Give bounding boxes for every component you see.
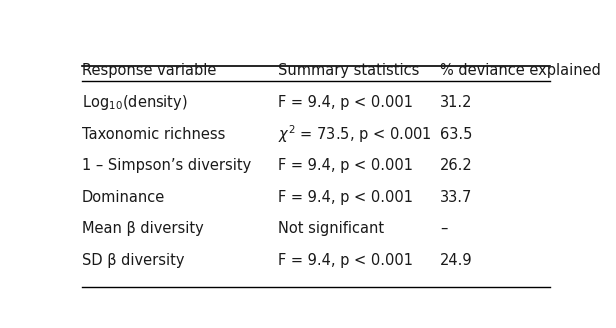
Text: Not significant: Not significant bbox=[277, 221, 384, 236]
Text: F = 9.4, p < 0.001: F = 9.4, p < 0.001 bbox=[277, 158, 413, 173]
Text: F = 9.4, p < 0.001: F = 9.4, p < 0.001 bbox=[277, 190, 413, 205]
Text: 1 – Simpson’s diversity: 1 – Simpson’s diversity bbox=[82, 158, 251, 173]
Text: $\chi^2$ = 73.5, p < 0.001: $\chi^2$ = 73.5, p < 0.001 bbox=[277, 123, 431, 145]
Text: 33.7: 33.7 bbox=[440, 190, 472, 205]
Text: –: – bbox=[440, 221, 447, 236]
Text: 31.2: 31.2 bbox=[440, 95, 472, 110]
Text: Dominance: Dominance bbox=[82, 190, 165, 205]
Text: Taxonomic richness: Taxonomic richness bbox=[82, 127, 225, 142]
Text: % deviance explained: % deviance explained bbox=[440, 63, 601, 78]
Text: Summary statistics: Summary statistics bbox=[277, 63, 419, 78]
Text: 24.9: 24.9 bbox=[440, 253, 472, 268]
Text: Log$_{10}$(density): Log$_{10}$(density) bbox=[82, 93, 187, 112]
Text: Response variable: Response variable bbox=[82, 63, 216, 78]
Text: Mean β diversity: Mean β diversity bbox=[82, 221, 203, 236]
Text: 63.5: 63.5 bbox=[440, 127, 472, 142]
Text: F = 9.4, p < 0.001: F = 9.4, p < 0.001 bbox=[277, 95, 413, 110]
Text: F = 9.4, p < 0.001: F = 9.4, p < 0.001 bbox=[277, 253, 413, 268]
Text: SD β diversity: SD β diversity bbox=[82, 253, 184, 268]
Text: 26.2: 26.2 bbox=[440, 158, 472, 173]
